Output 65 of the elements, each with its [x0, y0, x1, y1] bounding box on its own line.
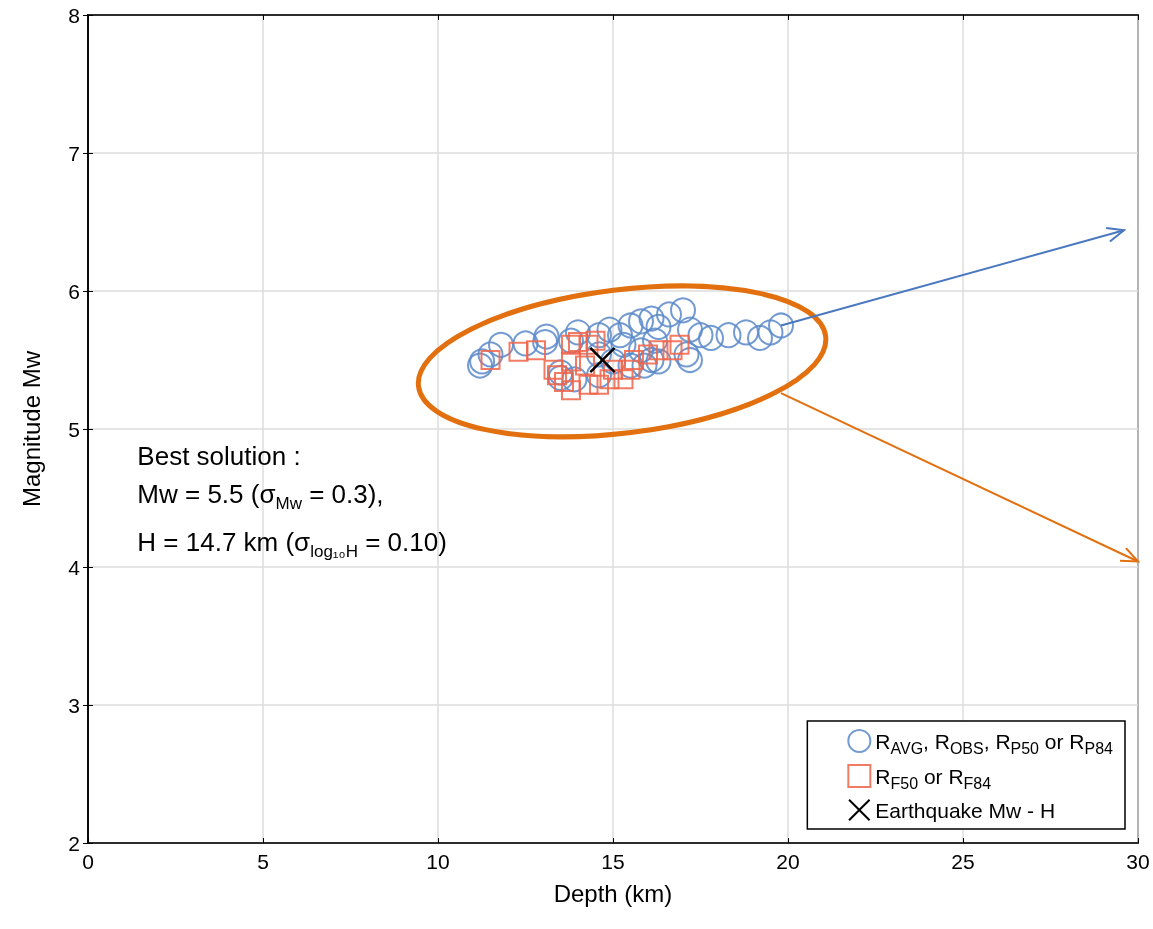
- point: [715, 322, 742, 349]
- x-tick-label: 0: [82, 850, 94, 873]
- point: [673, 341, 700, 368]
- x-tick-label: 30: [1126, 850, 1150, 873]
- point: [586, 341, 612, 368]
- point: [575, 355, 595, 376]
- point: [488, 331, 514, 358]
- point: [477, 341, 504, 368]
- point: [628, 308, 654, 335]
- point: [558, 327, 584, 354]
- y-tick-label: 4: [68, 555, 81, 579]
- point: [662, 340, 683, 361]
- point: [628, 337, 654, 364]
- point: [596, 316, 623, 343]
- point: [768, 312, 794, 339]
- point: [586, 322, 612, 349]
- point: [512, 330, 539, 357]
- point: [677, 347, 703, 373]
- y-axis-title: Magnitude Mw: [17, 350, 45, 508]
- point: [677, 316, 703, 343]
- x-tick-label: 25: [951, 850, 975, 873]
- point: [670, 297, 696, 324]
- y-tick-label: 2: [68, 831, 80, 855]
- annotation: H = 14.7 km (σ$_{log₁₀H}$ = 0.10): [137, 527, 447, 562]
- point: [586, 362, 612, 389]
- point: [757, 319, 784, 346]
- point: [645, 313, 672, 340]
- point: [613, 369, 634, 390]
- x-tick-label: 5: [257, 850, 269, 873]
- y-tick-label: 5: [68, 417, 80, 441]
- annotation: Mw = 5.5 (σ$_{Mw}$ = 0.3),: [137, 479, 384, 514]
- point: [631, 352, 658, 379]
- point: [638, 305, 665, 332]
- point: [638, 347, 665, 373]
- point: [561, 351, 581, 372]
- x-tick-label: 10: [426, 850, 450, 873]
- point: [645, 348, 672, 375]
- point: [547, 359, 574, 386]
- point: [698, 324, 724, 351]
- point: [532, 329, 559, 356]
- point: [656, 301, 682, 328]
- x-tick-label: 15: [601, 850, 625, 873]
- point: [642, 327, 668, 354]
- point: [617, 352, 644, 379]
- y-tick-label: 6: [68, 279, 80, 303]
- point: [687, 322, 714, 349]
- point: [607, 322, 633, 349]
- y-tick-label: 3: [68, 693, 80, 717]
- point: [565, 319, 591, 346]
- point: [561, 380, 581, 401]
- point: [561, 366, 588, 393]
- y-tick-label: 7: [68, 141, 80, 165]
- point: [747, 324, 773, 351]
- y-tick-label: 8: [68, 3, 80, 27]
- point: [533, 323, 560, 350]
- x-tick-label: 20: [776, 850, 800, 873]
- point: [547, 364, 574, 391]
- annotation: Best solution :: [137, 441, 301, 472]
- point: [610, 331, 637, 358]
- legend-label: Earthquake Mw - H: [875, 798, 1056, 822]
- x-axis-title: Depth (km): [553, 879, 673, 907]
- point: [617, 312, 644, 339]
- point: [589, 347, 616, 373]
- point: [600, 348, 626, 375]
- point: [733, 319, 759, 346]
